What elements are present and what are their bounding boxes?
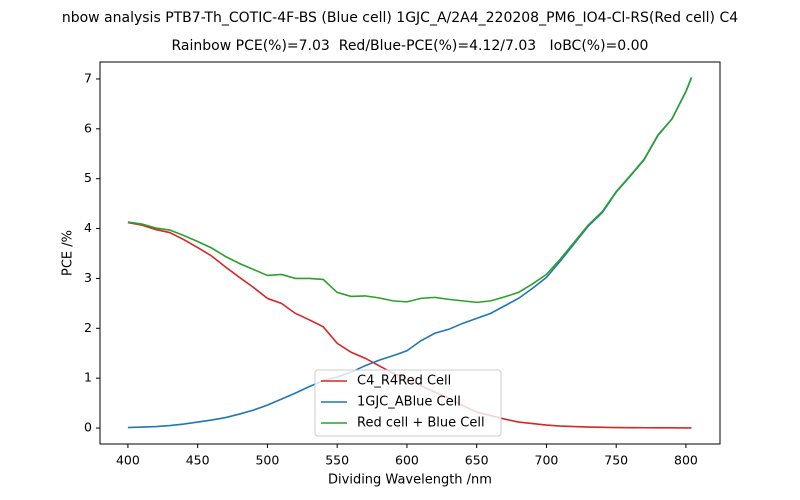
plot-frame (99, 61, 721, 445)
x-tick-label: 800 (674, 453, 698, 468)
y-axis-label: PCE /% (61, 230, 76, 276)
x-tick-label: 400 (116, 453, 140, 468)
x-tick-label: 600 (395, 453, 419, 468)
y-tick-label: 4 (84, 220, 92, 235)
y-tick-label: 1 (84, 370, 92, 385)
x-tick-label: 550 (325, 453, 349, 468)
x-axis-label: Dividing Wavelength /nm (328, 473, 492, 488)
x-tick-label: 750 (604, 453, 628, 468)
legend-label: C4_R4Red Cell (357, 374, 451, 389)
x-tick-label: 450 (186, 453, 210, 468)
y-tick-label: 2 (84, 320, 92, 335)
y-tick-label: 3 (84, 270, 92, 285)
legend-label: 1GJC_ABlue Cell (357, 395, 461, 410)
y-tick-label: 7 (84, 70, 92, 85)
x-tick-label: 700 (535, 453, 559, 468)
x-tick-label: 650 (465, 453, 489, 468)
legend-box (314, 369, 502, 437)
y-tick-label: 6 (84, 120, 92, 135)
chart-title: nbow analysis PTB7-Th_COTIC-4F-BS (Blue … (62, 10, 738, 26)
chart-subtitle: Rainbow PCE(%)=7.03 Red/Blue-PCE(%)=4.12… (172, 38, 649, 54)
series-line (127, 77, 693, 304)
x-tick-label: 500 (255, 453, 279, 468)
legend-label: Red cell + Blue Cell (357, 416, 485, 431)
y-tick-label: 5 (84, 170, 92, 185)
y-tick-label: 0 (84, 420, 92, 435)
